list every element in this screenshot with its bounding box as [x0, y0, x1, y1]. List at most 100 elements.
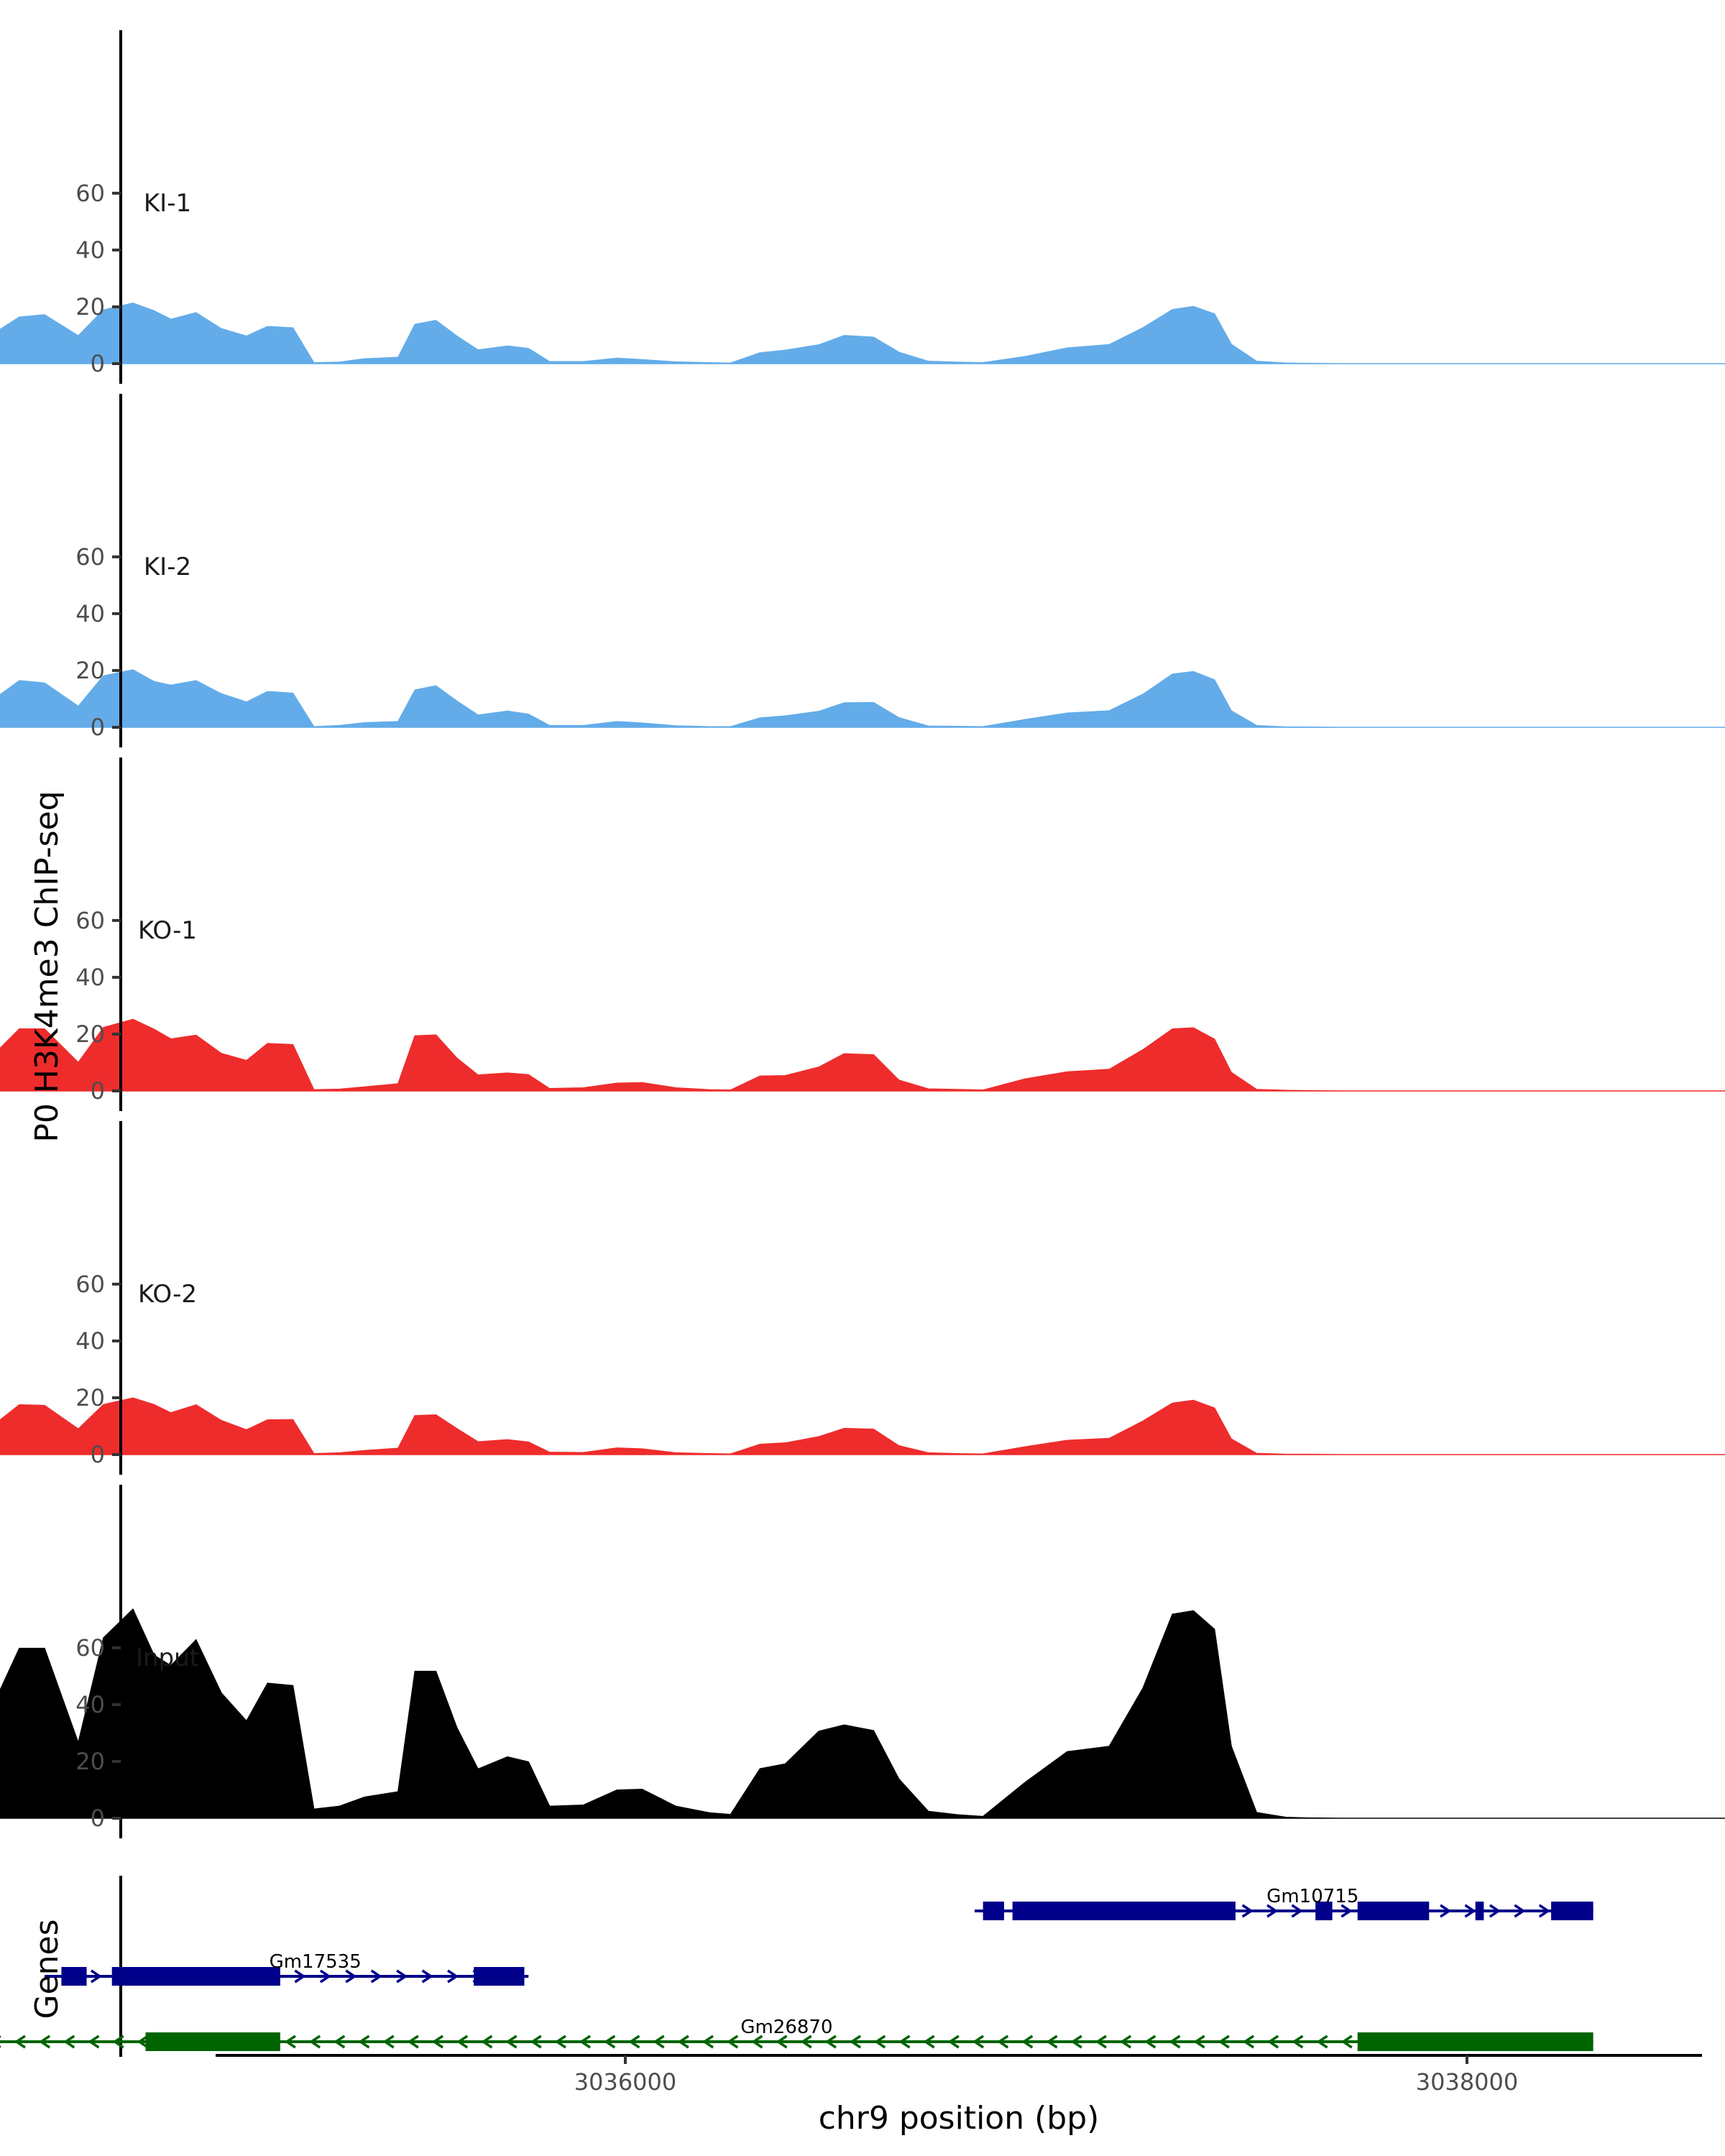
- track-ki-1: 0 20 40 60 KI-1: [0, 30, 1725, 384]
- y-tick-label: 60: [75, 907, 105, 934]
- strand-chevron: [345, 1969, 357, 1984]
- strand-chevron: [308, 2035, 321, 2049]
- strand-chevron: [447, 1969, 459, 1984]
- strand-chevron: [137, 2035, 149, 2049]
- strand-chevron: [604, 2035, 616, 2049]
- y-tick-label: 20: [75, 293, 105, 321]
- strand-chevron: [1266, 1904, 1279, 1918]
- strand-chevron: [972, 2035, 985, 2049]
- exon: [145, 2032, 280, 2051]
- strand-chevron: [1193, 2035, 1205, 2049]
- strand-chevron: [677, 2035, 689, 2049]
- strand-chevron: [63, 2035, 75, 2049]
- exon: [1357, 1902, 1430, 1920]
- exon: [1475, 1902, 1484, 1920]
- track-ko-1: 0 20 40 60 KO-1: [0, 757, 1725, 1111]
- strand-chevron: [1144, 2035, 1156, 2049]
- strand-chevron: [88, 2035, 100, 2049]
- strand-chevron: [456, 2035, 469, 2049]
- strand-chevron: [824, 2035, 837, 2049]
- strand-chevron: [1120, 2035, 1132, 2049]
- coverage-area-input: [0, 1608, 1725, 1819]
- track-label-ki-1: KI-1: [144, 189, 191, 218]
- y-tick-label: 60: [75, 543, 105, 571]
- track-label-input: Input: [136, 1644, 199, 1672]
- exon: [474, 1967, 525, 1986]
- exon: [983, 1902, 1004, 1920]
- track-label-ki-2: KI-2: [144, 553, 191, 581]
- strand-chevron: [90, 1969, 103, 1984]
- strand-chevron: [505, 2035, 518, 2049]
- strand-chevron: [370, 1969, 382, 1984]
- y-tick-label: 40: [75, 600, 105, 627]
- exon: [1551, 1902, 1593, 1920]
- strand-chevron: [284, 2035, 296, 2049]
- strand-chevron: [1514, 1904, 1526, 1918]
- strand-chevron: [1046, 2035, 1058, 2049]
- strand-chevron: [776, 2035, 788, 2049]
- strand-chevron: [38, 2035, 51, 2049]
- coverage-tracks: 0 20 40 60 KI-1 0 20 40 60 KI-2 0 20 40 60 KO-1 0 20 40 60…: [0, 30, 1725, 1838]
- y-tick-label: 40: [75, 1691, 105, 1718]
- y-tick-label: 0: [91, 350, 105, 377]
- strand-chevron: [319, 1969, 331, 1984]
- strand-chevron: [874, 2035, 886, 2049]
- strand-chevron: [1538, 1904, 1550, 1918]
- x-tick-label: 3036000: [574, 2068, 677, 2096]
- strand-chevron: [1464, 1904, 1476, 1918]
- strand-chevron: [727, 2035, 739, 2049]
- x-axis-title: chr9 position (bp): [819, 2100, 1100, 2137]
- strand-chevron: [898, 2035, 911, 2049]
- strand-chevron: [421, 1969, 433, 1984]
- strand-chevron: [1292, 2035, 1304, 2049]
- strand-chevron: [112, 2035, 124, 2049]
- strand-chevron: [702, 2035, 714, 2049]
- y-tick-label: 0: [91, 1077, 105, 1105]
- strand-chevron: [1316, 2035, 1328, 2049]
- y-tick-label: 20: [75, 657, 105, 684]
- strand-chevron: [1169, 2035, 1181, 2049]
- track-label-ko-1: KO-1: [138, 916, 197, 945]
- strand-chevron: [923, 2035, 935, 2049]
- y-tick-label: 20: [75, 1384, 105, 1411]
- y-tick-label: 60: [75, 1634, 105, 1662]
- y-tick-label: 40: [75, 964, 105, 991]
- y-tick-label: 40: [75, 236, 105, 264]
- strand-chevron: [14, 2035, 26, 2049]
- y-tick-label: 0: [91, 714, 105, 741]
- strand-chevron: [947, 2035, 960, 2049]
- y-axis-title-chip: P0 H3K4me3 ChIP-seq: [29, 791, 65, 1142]
- strand-chevron: [1440, 1904, 1452, 1918]
- strand-chevron: [653, 2035, 665, 2049]
- strand-chevron: [431, 2035, 444, 2049]
- coverage-area-ko-2: [0, 1397, 1725, 1455]
- strand-chevron: [358, 2035, 370, 2049]
- strand-chevron: [1241, 1904, 1254, 1918]
- strand-chevron: [1340, 2035, 1353, 2049]
- gene-label: Gm10715: [1266, 1886, 1358, 1907]
- y-tick-label: 0: [91, 1441, 105, 1468]
- strand-chevron: [396, 1969, 408, 1984]
- track-label-ko-2: KO-2: [138, 1280, 197, 1309]
- strand-chevron: [628, 2035, 640, 2049]
- strand-chevron: [334, 2035, 346, 2049]
- gene-gm10715: Gm10715: [974, 1886, 1593, 1920]
- gene-gm17535: Gm17535: [45, 1951, 529, 1986]
- exon: [1012, 1902, 1236, 1920]
- y-tick-label: 60: [75, 180, 105, 207]
- coverage-area-ki-1: [0, 303, 1725, 364]
- strand-chevron: [481, 2035, 493, 2049]
- strand-chevron: [1070, 2035, 1082, 2049]
- gene-label: Gm17535: [270, 1951, 362, 1973]
- y-tick-label: 20: [75, 1021, 105, 1048]
- coverage-area-ki-2: [0, 669, 1725, 728]
- strand-chevron: [800, 2035, 812, 2049]
- exon: [61, 1967, 87, 1986]
- exon: [1315, 1902, 1333, 1920]
- y-tick-label: 60: [75, 1271, 105, 1298]
- strand-chevron: [850, 2035, 862, 2049]
- track-input: 0 20 40 60 Input: [0, 1485, 1725, 1838]
- x-tick-label: 3038000: [1416, 2068, 1519, 2096]
- strand-chevron: [382, 2035, 395, 2049]
